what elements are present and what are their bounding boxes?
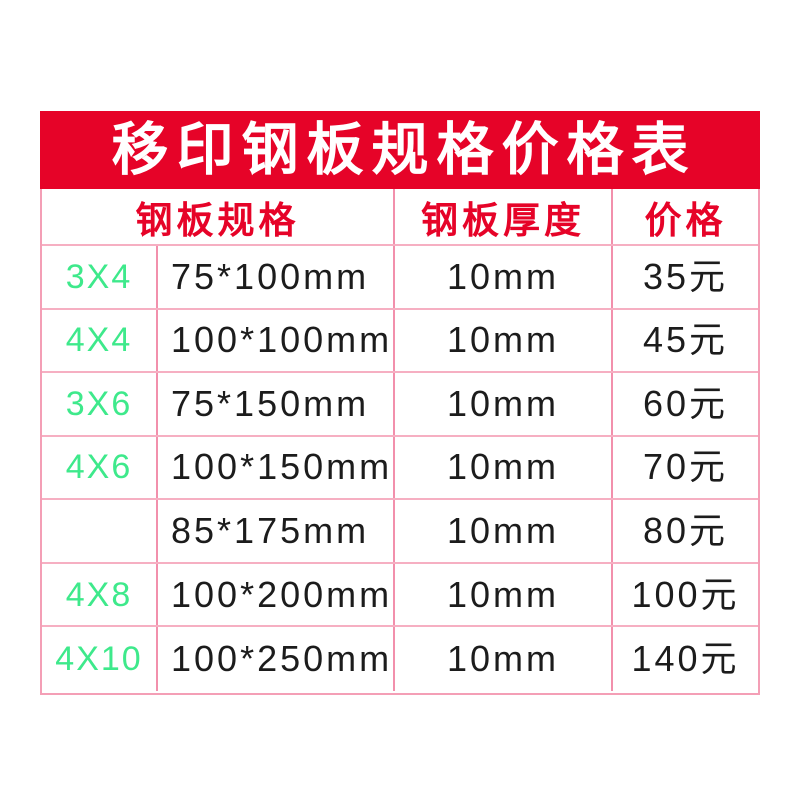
cell-size-code bbox=[42, 500, 158, 562]
cell-plate-thickness: 10mm bbox=[395, 246, 613, 308]
table-row: 4X6 100*150mm 10mm 70元 bbox=[42, 436, 758, 501]
cell-size-code: 4X4 bbox=[42, 309, 158, 372]
cell-plate-size: 100*250mm bbox=[158, 627, 395, 691]
table-row: 4X4 100*100mm 10mm 45元 bbox=[42, 309, 758, 374]
page-title: 移印钢板规格价格表 bbox=[111, 117, 697, 182]
cell-price: 45元 bbox=[642, 319, 729, 361]
cell-plate-thickness: 10mm bbox=[395, 373, 613, 435]
table-row: 3X6 75*150mm 10mm 60元 bbox=[42, 373, 758, 437]
cell-plate-size: 85*175mm bbox=[158, 500, 395, 562]
title-banner: 移印钢板规格价格表 bbox=[40, 111, 760, 189]
table-row: 4X10 100*250mm 10mm 140元 bbox=[42, 627, 758, 691]
cell-size-code: 4X10 bbox=[42, 627, 158, 691]
cell-plate-thickness: 10mm bbox=[395, 563, 613, 626]
cell-plate-size: 75*150mm bbox=[158, 373, 395, 435]
table-row: 4X8 100*200mm 10mm 100元 bbox=[42, 563, 758, 628]
cell-size-code: 4X6 bbox=[42, 436, 158, 499]
table-body: 3X4 75*100mm 10mm 35元 4X4 100*100mm 10mm… bbox=[42, 246, 758, 691]
cell-price: 100元 bbox=[631, 573, 740, 615]
cell-plate-thickness: 10mm bbox=[395, 627, 613, 691]
table-header-row: 钢板规格 钢板厚度 价格 bbox=[42, 189, 758, 246]
cell-size-code: 3X6 bbox=[42, 373, 158, 435]
column-header-price: 价格 bbox=[644, 199, 727, 241]
cell-price: 35元 bbox=[642, 255, 729, 297]
cell-price: 140元 bbox=[631, 638, 740, 680]
table-row: 3X4 75*100mm 10mm 35元 bbox=[42, 246, 758, 310]
cell-plate-size: 75*100mm bbox=[158, 246, 395, 308]
price-table: 钢板规格 钢板厚度 价格 3X4 75*100mm 10mm 35元 4X4 1… bbox=[40, 189, 760, 695]
cell-price: 60元 bbox=[642, 382, 729, 424]
cell-size-code: 3X4 bbox=[42, 246, 158, 308]
cell-price: 70元 bbox=[642, 446, 729, 488]
cell-size-code: 4X8 bbox=[42, 563, 158, 626]
table-row: 85*175mm 10mm 80元 bbox=[42, 500, 758, 564]
cell-plate-thickness: 10mm bbox=[395, 436, 613, 499]
cell-plate-size: 100*200mm bbox=[158, 563, 395, 626]
cell-price: 80元 bbox=[642, 510, 729, 552]
cell-plate-size: 100*150mm bbox=[158, 436, 395, 499]
cell-plate-size: 100*100mm bbox=[158, 309, 395, 372]
cell-plate-thickness: 10mm bbox=[395, 309, 613, 372]
column-header-spec: 钢板规格 bbox=[42, 189, 395, 244]
cell-plate-thickness: 10mm bbox=[395, 500, 613, 562]
column-header-thickness: 钢板厚度 bbox=[395, 189, 613, 244]
